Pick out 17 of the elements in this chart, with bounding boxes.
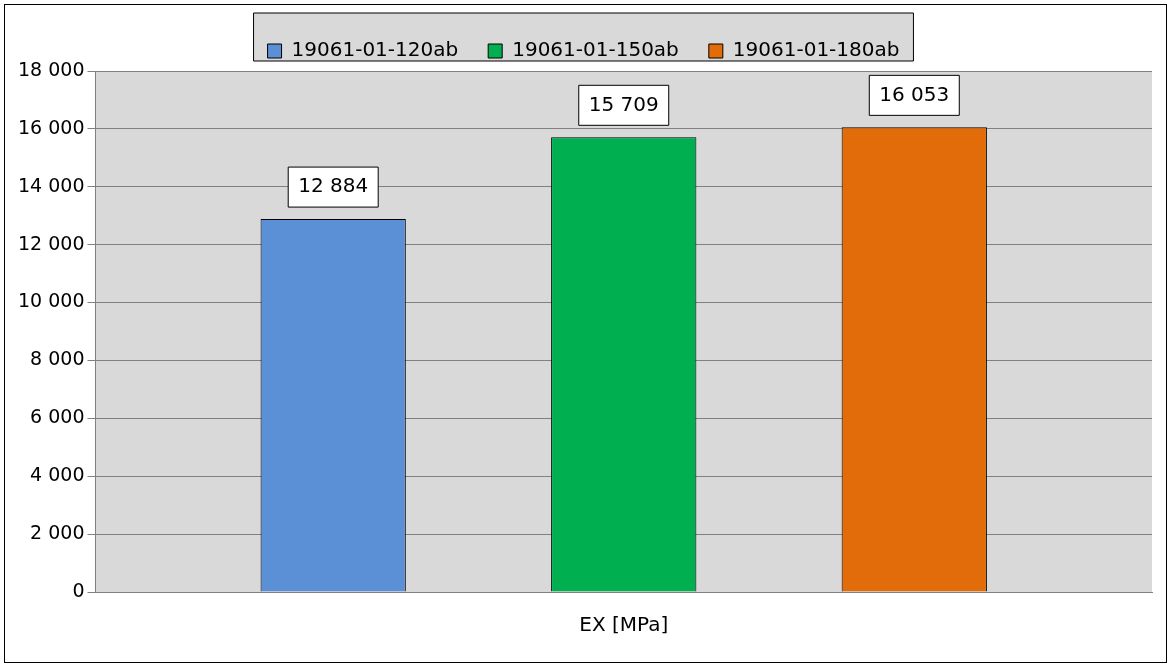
y-tick-label: 12 000 [18, 231, 85, 254]
y-tick-label: 6 000 [30, 405, 85, 428]
legend-label: 19061-01-180ab [732, 37, 900, 62]
x-tick-label: EX [MPa] [579, 612, 669, 637]
data-label: 12 884 [298, 173, 369, 198]
y-tick-label: 2 000 [30, 521, 85, 544]
data-label: 16 053 [879, 81, 950, 106]
y-tick-label: 18 000 [18, 57, 85, 80]
y-tick-label: 10 000 [18, 289, 85, 312]
y-tick-label: 16 000 [18, 115, 85, 138]
legend-label: 19061-01-150ab [512, 37, 679, 62]
y-tick-label: 14 000 [18, 173, 85, 196]
data-label: 15 709 [588, 91, 659, 116]
y-tick-label: 4 000 [30, 463, 85, 486]
y-tick-label: 0 [72, 578, 85, 601]
y-tick-label: 8 000 [30, 347, 85, 370]
legend-label: 19061-01-120ab [291, 37, 459, 62]
